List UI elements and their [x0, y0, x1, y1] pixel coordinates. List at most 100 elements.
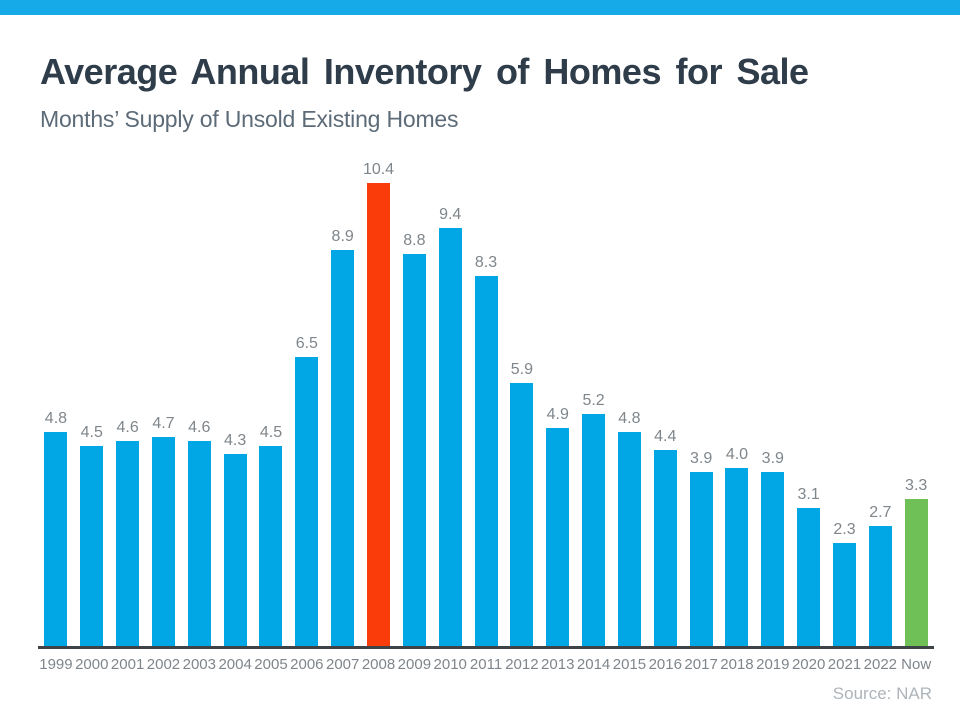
bar-2022: [868, 525, 892, 646]
x-label-2019: 2019: [756, 655, 790, 673]
bar-2020: [797, 507, 821, 646]
x-label-2014: 2014: [576, 655, 611, 673]
page-title: Average Annual Inventory of Homes for Sa…: [40, 51, 809, 92]
page-subtitle: Months’ Supply of Unsold Existing Homes: [40, 106, 459, 133]
bar-value-2005: 4.5: [259, 423, 283, 441]
bar-value-2013: 4.9: [546, 405, 569, 423]
bar-slot-2014: 5.2: [576, 392, 612, 646]
x-label-2022: 2022: [863, 655, 898, 673]
plot-area: 4.8 4.5 4.6 4.7 4.6 4.3 4.5 6.5 8.9 10.4 8.8 9.4 8.3…: [38, 161, 934, 649]
x-label-2015: 2015: [612, 655, 647, 673]
bar-2021: [832, 543, 856, 646]
bar-slot-2000: 4.5: [74, 424, 110, 646]
x-label-2016: 2016: [648, 655, 682, 673]
bar-value-2011: 8.3: [474, 254, 498, 272]
chart-header: Average Annual Inventory of Homes for Sa…: [0, 15, 960, 133]
x-label-2017: 2017: [684, 655, 718, 673]
x-label-2005: 2005: [254, 655, 288, 673]
bar-slot-2011: 8.3: [468, 254, 504, 646]
bar-value-1999: 4.8: [44, 410, 68, 428]
bar-2003: [187, 441, 211, 646]
bar-slot-2020: 3.1: [791, 486, 827, 646]
x-label-1999: 1999: [39, 655, 73, 673]
bar-slot-2007: 8.9: [325, 228, 361, 646]
bar-2017: [689, 472, 713, 646]
x-label-2011: 2011: [469, 655, 503, 673]
bar-2005: [259, 445, 283, 646]
bar-value-2020: 3.1: [797, 485, 820, 503]
bar-value-2021: 2.3: [833, 521, 856, 539]
bar-slot-2022: 2.7: [862, 504, 898, 646]
x-label-2004: 2004: [218, 655, 252, 673]
bar-value-2006: 6.5: [295, 334, 318, 352]
bar-value-2016: 4.4: [654, 428, 677, 446]
bar-value-2007: 8.9: [331, 227, 354, 245]
x-label-2010: 2010: [433, 655, 467, 673]
x-label-2012: 2012: [505, 655, 539, 673]
bar-2014: [582, 414, 606, 646]
bar-slot-2002: 4.7: [146, 415, 182, 646]
x-label-2007: 2007: [325, 655, 360, 673]
bar-slot-2013: 4.9: [540, 406, 576, 646]
bar-2010: [438, 227, 462, 646]
bar-value-2010: 9.4: [439, 205, 462, 223]
bar-value-2008: 10.4: [362, 161, 395, 179]
bar-slot-2004: 4.3: [217, 432, 253, 646]
bar-slot-2003: 4.6: [181, 419, 217, 646]
x-label-2001: 2001: [110, 655, 145, 673]
x-label-2009: 2009: [397, 655, 432, 673]
bar-value-2014: 5.2: [582, 392, 605, 410]
bar-slot-now: 3.3: [898, 477, 934, 646]
bar-value-2015: 4.8: [618, 410, 641, 428]
x-label-2002: 2002: [146, 655, 181, 673]
bar-slot-2018: 4.0: [719, 446, 755, 646]
x-label-2000: 2000: [75, 655, 109, 673]
bar-slot-2019: 3.9: [755, 450, 791, 646]
x-label-2021: 2021: [827, 655, 862, 673]
x-axis-labels: 1999 2000 2001 2002 2003 2004 2005 2006 2007 2008…: [38, 649, 934, 673]
bar-value-2017: 3.9: [689, 450, 713, 468]
x-label-2020: 2020: [791, 655, 826, 673]
bar-slot-2006: 6.5: [289, 335, 325, 646]
bar-slot-2015: 4.8: [612, 410, 648, 646]
bar-value-2001: 4.6: [116, 419, 139, 437]
bar-value-2019: 3.9: [761, 450, 784, 468]
bar-slot-1999: 4.8: [38, 410, 74, 646]
bar-value-2004: 4.3: [224, 432, 247, 450]
bar-chart: 4.8 4.5 4.6 4.7 4.6 4.3 4.5 6.5 8.9 10.4 8.8 9.4 8.3…: [38, 161, 934, 673]
bar-2019: [761, 472, 785, 646]
bar-slot-2012: 5.9: [504, 361, 540, 646]
bar-2012: [510, 383, 534, 646]
bar-2015: [617, 432, 641, 646]
bar-value-2009: 8.8: [403, 232, 426, 250]
bar-2001: [116, 441, 140, 646]
bar-2004: [223, 454, 247, 646]
bar-2006: [295, 356, 319, 646]
bar-slot-2016: 4.4: [647, 428, 683, 646]
bar-value-2018: 4.0: [725, 445, 749, 463]
bar-now: [904, 498, 928, 646]
bar-value-2002: 4.7: [152, 414, 175, 432]
bar-slot-2001: 4.6: [110, 419, 146, 646]
bar-slot-2009: 8.8: [396, 232, 432, 646]
bar-2009: [402, 254, 426, 646]
bar-value-now: 3.3: [905, 476, 928, 494]
x-label-now: Now: [901, 655, 932, 673]
bar-slot-2010: 9.4: [432, 206, 468, 646]
x-label-2006: 2006: [290, 655, 324, 673]
bar-slot-2017: 3.9: [683, 450, 719, 646]
bar-2013: [546, 427, 570, 646]
x-label-2008: 2008: [361, 655, 396, 673]
bar-value-2022: 2.7: [869, 503, 892, 521]
bar-2016: [653, 450, 677, 646]
header-band: [0, 0, 960, 15]
bar-1999: [44, 432, 68, 646]
x-label-2013: 2013: [541, 655, 575, 673]
bar-2008: [367, 183, 391, 646]
bar-2018: [725, 467, 749, 646]
bar-slot-2008: 10.4: [361, 161, 397, 646]
bar-2007: [331, 249, 355, 646]
bar-2011: [474, 276, 498, 646]
bar-value-2000: 4.5: [80, 423, 103, 441]
bar-slot-2005: 4.5: [253, 424, 289, 646]
